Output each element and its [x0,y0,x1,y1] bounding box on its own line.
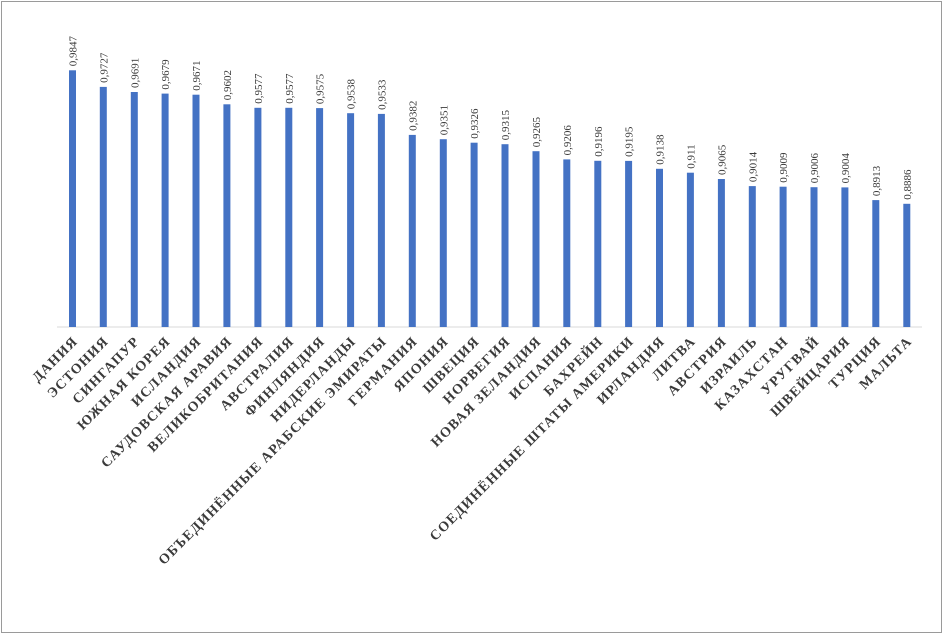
value-label: 0,9196 [593,126,605,157]
value-label: 0,9727 [98,52,110,83]
bar [686,172,694,327]
value-labels-group: 0,9847 0,9727 0,9691 0,9679 0,9671 0,9602 0,95… [68,36,914,200]
bar [470,142,478,327]
value-label: 0,9138 [655,134,667,165]
bar [254,107,262,327]
value-label: 0,9577 [253,73,265,104]
bar [130,92,138,327]
value-label: 0,911 [685,144,697,168]
bar [748,186,756,327]
value-label: 0,9014 [747,151,759,182]
value-label: 0,9671 [191,60,203,90]
bar [347,113,355,327]
bar [594,160,602,327]
value-label: 0,9533 [376,79,388,110]
value-label: 0,9006 [809,152,821,183]
bar [99,86,107,328]
value-label: 0,9009 [778,152,790,183]
bar [563,159,571,327]
bar [161,93,169,327]
bar [872,200,880,327]
bar [625,160,633,327]
bar [223,104,231,327]
bar [285,107,293,327]
bar [377,113,385,328]
value-label: 0,9004 [840,153,852,184]
bar [439,139,447,327]
value-label: 0,9326 [469,108,481,139]
value-label: 0,9265 [531,116,543,147]
value-label: 0,9065 [716,144,728,175]
value-label: 0,9602 [222,70,234,100]
bar [841,187,849,327]
bar [532,151,540,327]
bar [501,144,509,327]
value-label: 0,9195 [624,126,636,157]
bar [903,203,911,327]
value-label: 0,9575 [315,73,327,104]
value-label: 0,9382 [407,101,419,131]
value-label: 0,8886 [902,169,914,200]
value-label: 0,9577 [284,73,296,104]
bar [656,168,663,327]
bars-group [69,70,911,328]
value-label: 0,9351 [438,105,450,135]
value-label: 0,9691 [129,58,141,88]
value-label: 0,9206 [562,125,574,156]
bar [408,134,416,327]
value-label: 0,9315 [500,109,512,140]
bar [192,94,200,327]
value-label: 0,9679 [160,59,172,90]
value-label: 0,8913 [871,165,883,196]
bar [717,179,725,327]
bar [779,186,787,327]
bar [69,70,76,328]
value-label: 0,9538 [346,78,358,109]
bar [316,108,324,327]
bar [810,187,818,327]
value-label: 0,9847 [68,36,80,67]
